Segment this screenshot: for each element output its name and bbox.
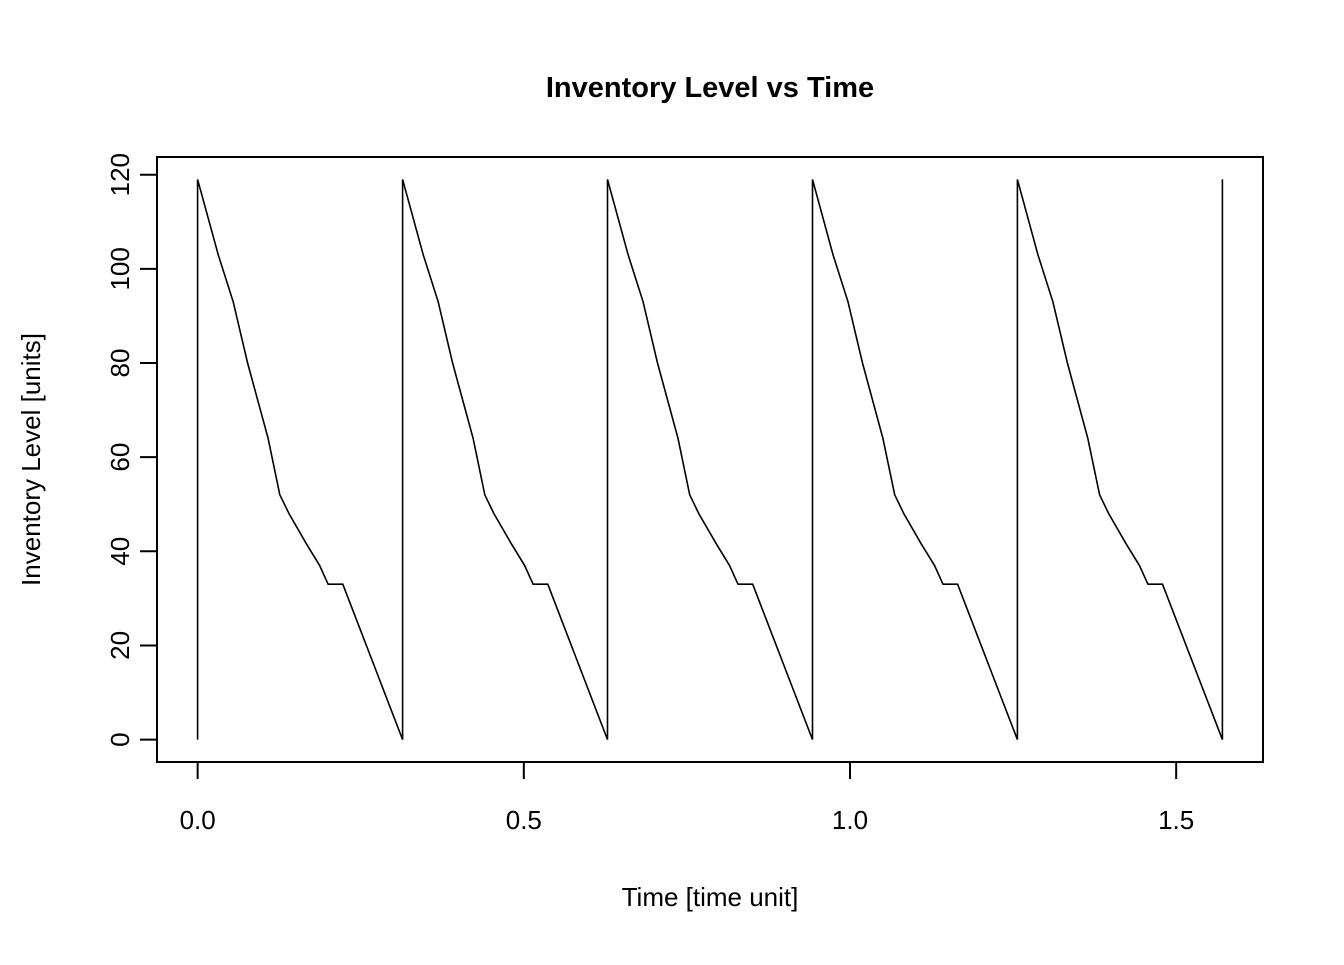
inventory-series-line xyxy=(196,179,1224,740)
y-tick-label: 0 xyxy=(105,732,135,746)
y-tick-label: 100 xyxy=(105,247,135,290)
y-axis-ticks: 0 20 40 60 80 100 120 xyxy=(105,153,157,747)
y-tick-label: 20 xyxy=(105,631,135,660)
y-tick-label: 40 xyxy=(105,537,135,566)
x-axis-title: Time [time unit] xyxy=(622,882,799,912)
x-axis-ticks: 0.0 0.5 1.0 1.5 xyxy=(180,762,1194,835)
y-tick-label: 120 xyxy=(105,153,135,196)
chart-title: Inventory Level vs Time xyxy=(546,72,874,104)
x-tick-label: 1.5 xyxy=(1158,805,1194,835)
y-tick-label: 60 xyxy=(105,443,135,472)
plot-area-border xyxy=(156,156,1264,763)
y-axis-title: Inventory Level [units] xyxy=(16,333,46,586)
x-tick-label: 1.0 xyxy=(832,805,868,835)
x-tick-label: 0.0 xyxy=(180,805,216,835)
y-tick-label: 80 xyxy=(105,349,135,378)
x-tick-label: 0.5 xyxy=(506,805,542,835)
